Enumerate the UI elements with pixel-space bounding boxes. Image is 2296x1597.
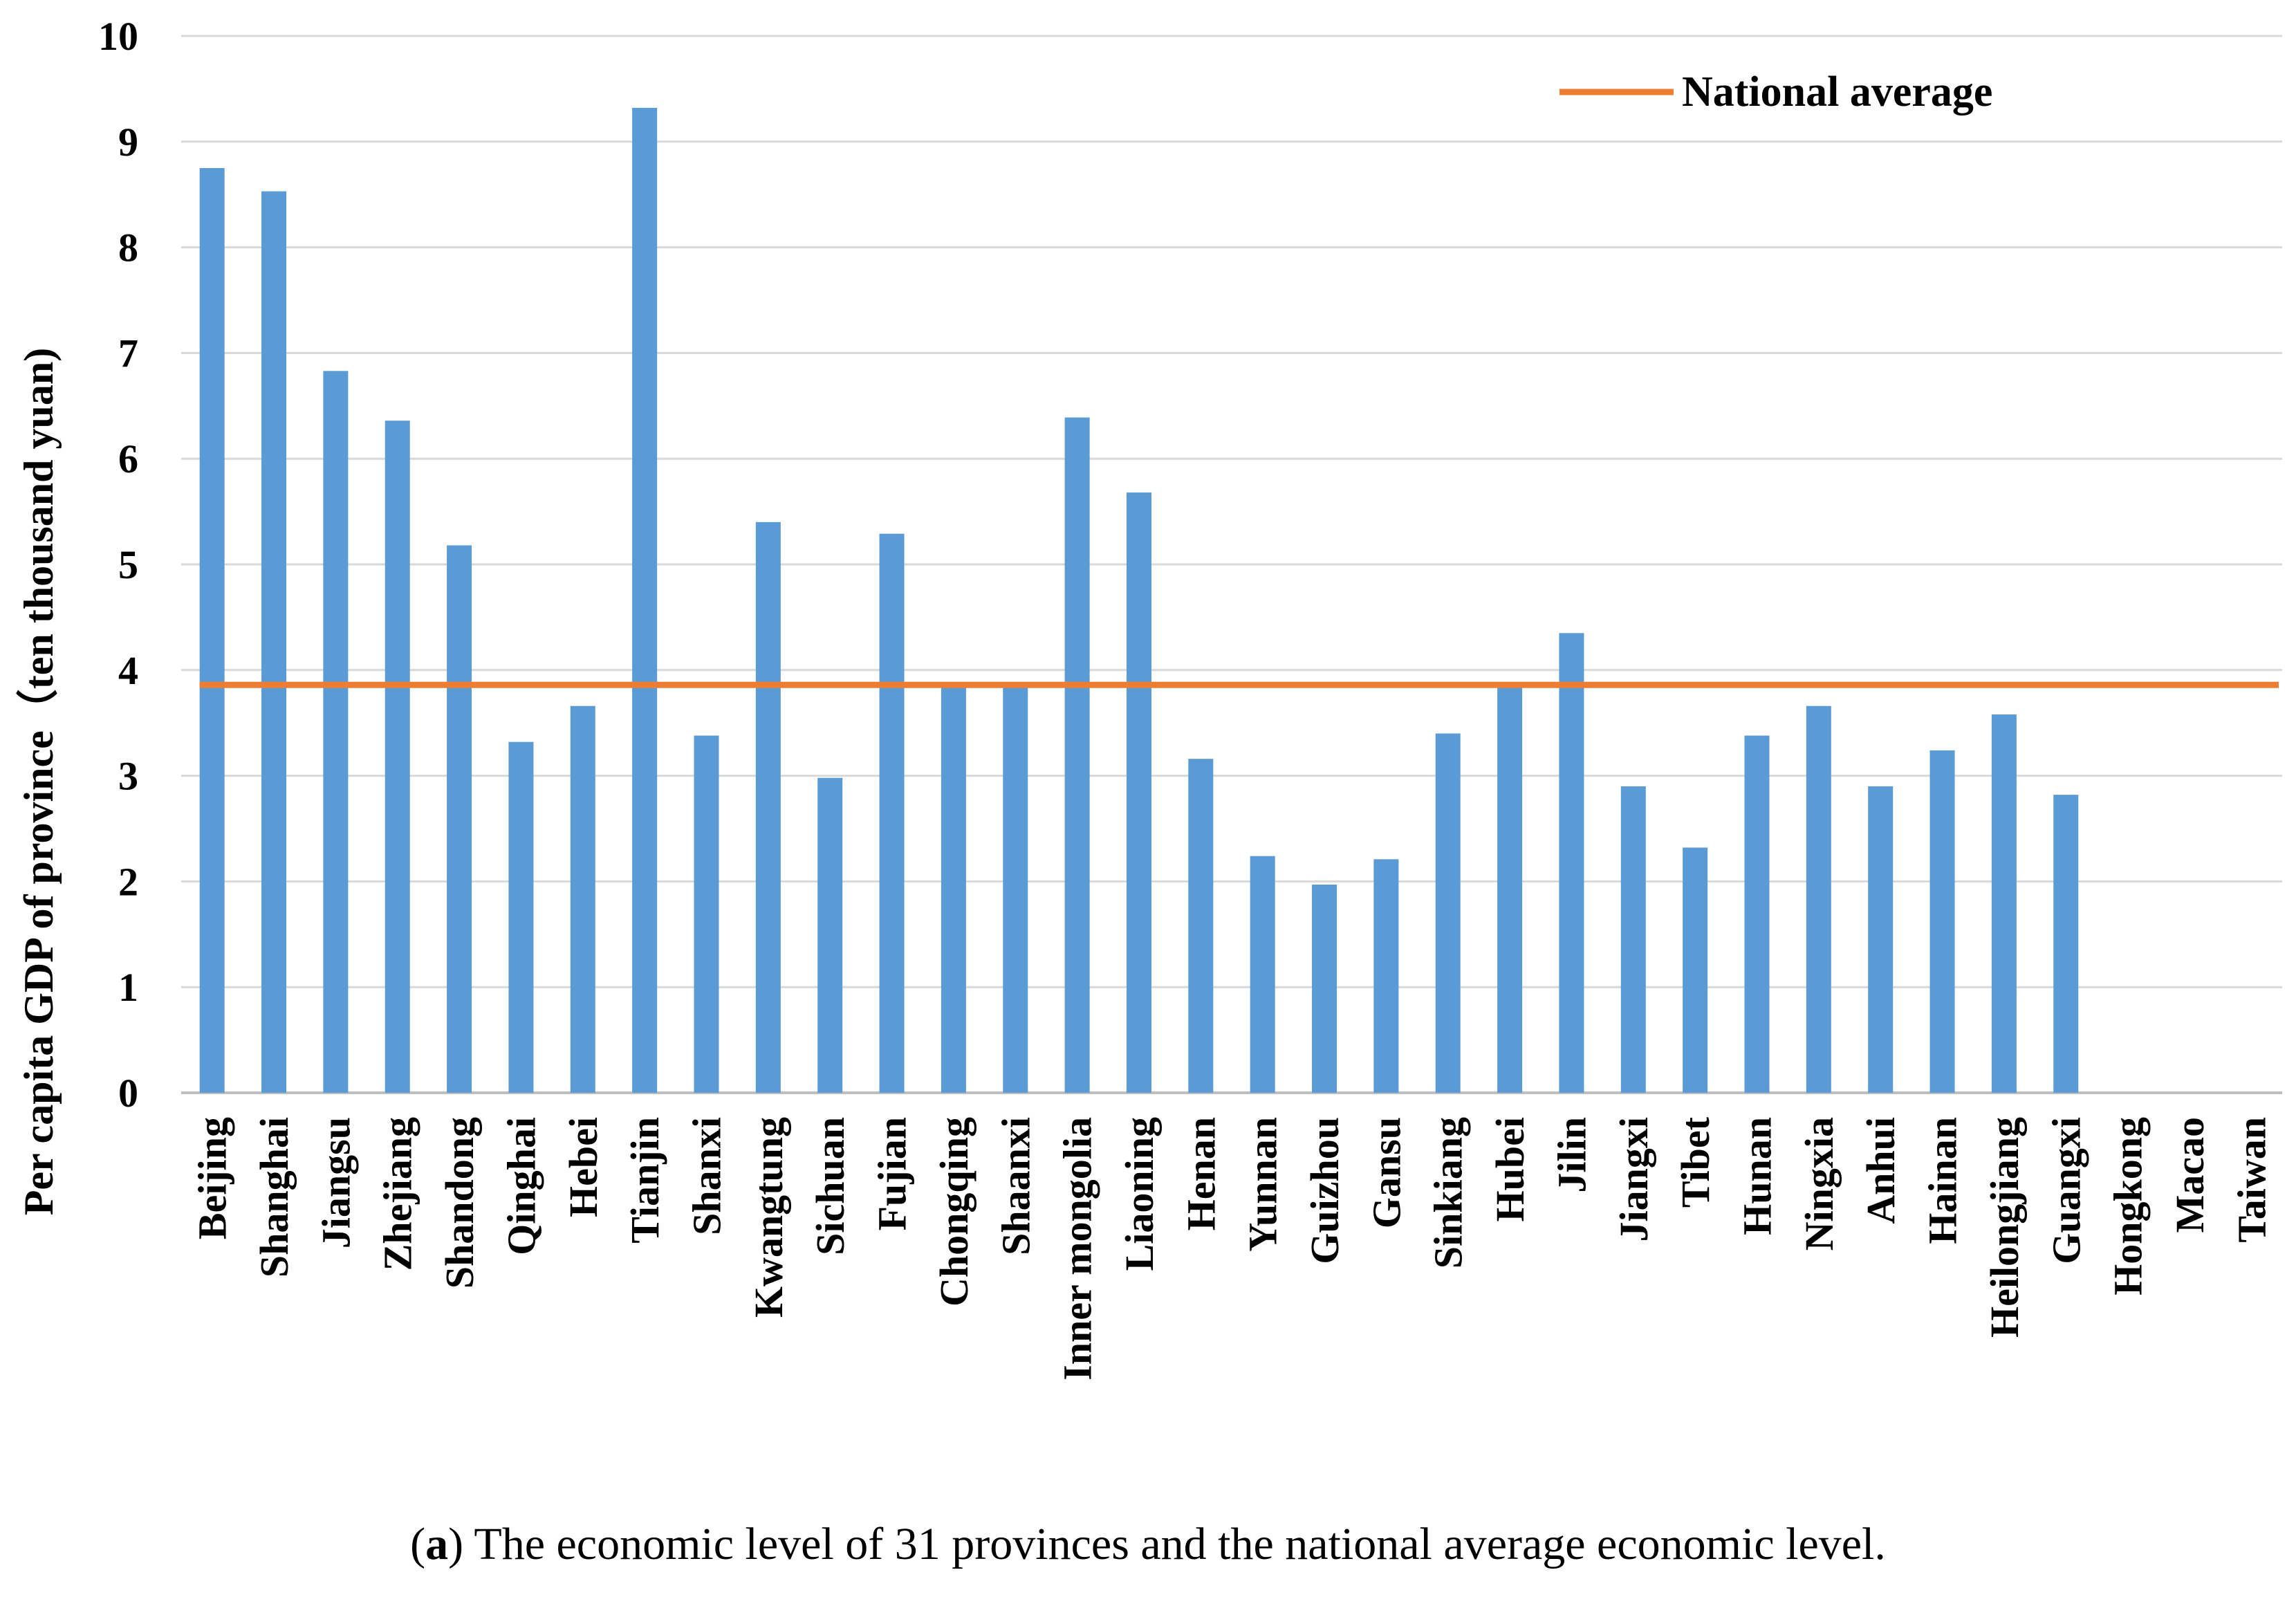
bar xyxy=(1620,786,1646,1093)
y-tick-label: 2 xyxy=(118,859,138,904)
category-label: Gansu xyxy=(1364,1117,1409,1228)
bar xyxy=(1929,750,1955,1093)
bar xyxy=(508,741,534,1093)
y-tick-labels: 0 1 2 3 4 5 6 7 8 9 10 xyxy=(98,14,138,1116)
bar xyxy=(632,107,658,1093)
legend: National average xyxy=(1559,68,1992,116)
legend-label: National average xyxy=(1682,68,1992,116)
bar xyxy=(1744,735,1770,1093)
bar xyxy=(1373,859,1399,1093)
bars xyxy=(199,107,2079,1093)
y-tick-label: 5 xyxy=(118,542,138,587)
bar xyxy=(323,371,349,1093)
category-label: Chongqing xyxy=(932,1117,976,1307)
bar xyxy=(1312,884,1337,1093)
y-tick-label: 7 xyxy=(118,331,138,376)
bar xyxy=(570,705,595,1093)
category-label: Sichuan xyxy=(808,1117,853,1255)
y-axis-title: Per capita GDP of province（ten thousand … xyxy=(15,348,62,1216)
bar xyxy=(1806,705,1831,1093)
caption-text: ) The economic level of 31 provinces and… xyxy=(448,1519,1886,1569)
category-label: Hongkong xyxy=(2106,1117,2151,1295)
category-labels: Beijing Shanghai Jiangsu Zhejiang Shandong Qi… xyxy=(190,1116,2275,1381)
y-tick-label: 3 xyxy=(118,754,138,799)
bar xyxy=(1868,786,1894,1093)
category-label: Henan xyxy=(1178,1117,1223,1230)
category-label: Qinghai xyxy=(499,1117,544,1255)
category-label: Hubei xyxy=(1488,1117,1533,1222)
category-label: Ningxia xyxy=(1797,1117,1842,1250)
y-tick-label: 4 xyxy=(118,648,138,693)
figure-caption: (a) The economic level of 31 provinces a… xyxy=(0,1518,2296,1571)
bar xyxy=(199,168,225,1093)
category-label: Guangxi xyxy=(2044,1117,2089,1264)
category-label: Shandong xyxy=(437,1117,482,1289)
bar xyxy=(1064,417,1090,1093)
category-label: Beijing xyxy=(190,1117,235,1239)
category-label: Sinkiang xyxy=(1426,1117,1471,1268)
category-label: Taiwan xyxy=(2229,1117,2274,1243)
caption-letter: a xyxy=(425,1519,449,1569)
bar xyxy=(1683,847,1708,1093)
y-tick-label: 8 xyxy=(118,225,138,270)
category-label: Shanxi xyxy=(685,1117,730,1235)
category-label: Inner mongolia xyxy=(1055,1117,1100,1381)
bar xyxy=(1559,633,1584,1093)
category-label: Zhejiang xyxy=(376,1117,420,1271)
y-tick-label: 1 xyxy=(118,965,138,1010)
category-label: Hebei xyxy=(561,1117,606,1217)
bar xyxy=(1188,759,1214,1093)
category-label: Heilongjiang xyxy=(1982,1117,2027,1338)
gridlines xyxy=(181,35,2282,1094)
bar xyxy=(1435,733,1461,1093)
category-label: Kwangtung xyxy=(746,1117,791,1318)
category-label: Tibet xyxy=(1673,1116,1718,1208)
category-label: Shaanxi xyxy=(993,1117,1038,1255)
bar xyxy=(941,685,966,1093)
category-label: Tianjin xyxy=(622,1117,667,1244)
category-label: Yunnan xyxy=(1241,1117,1286,1252)
category-label: Hainan xyxy=(1920,1117,1965,1244)
category-label: Anhui xyxy=(1858,1117,1903,1224)
category-label: Hunan xyxy=(1735,1117,1780,1235)
category-label: Macao xyxy=(2167,1117,2212,1233)
bar xyxy=(1497,685,1523,1093)
category-label: Jiangsu xyxy=(313,1117,358,1248)
category-label: Liaoning xyxy=(1117,1117,1162,1271)
category-label: Jilin xyxy=(1549,1117,1594,1193)
bar xyxy=(694,735,719,1093)
bar xyxy=(817,777,843,1093)
category-label: Guizhou xyxy=(1302,1117,1347,1264)
bar xyxy=(385,421,410,1093)
y-tick-label: 0 xyxy=(118,1071,138,1116)
caption-open: ( xyxy=(410,1519,426,1569)
bar xyxy=(1991,714,2017,1093)
y-tick-label: 6 xyxy=(118,436,138,481)
bar xyxy=(1003,683,1028,1093)
y-tick-label: 10 xyxy=(98,14,138,59)
y-tick-label: 9 xyxy=(118,120,138,165)
bar xyxy=(1126,492,1151,1093)
bar xyxy=(755,521,781,1093)
category-label: Jiangxi xyxy=(1611,1117,1656,1242)
bar xyxy=(447,545,472,1093)
bar xyxy=(879,533,905,1093)
category-label: Fujian xyxy=(870,1117,915,1230)
bar xyxy=(261,191,287,1093)
bar xyxy=(2053,795,2079,1093)
category-label: Shanghai xyxy=(252,1117,297,1277)
bar xyxy=(1250,856,1275,1093)
